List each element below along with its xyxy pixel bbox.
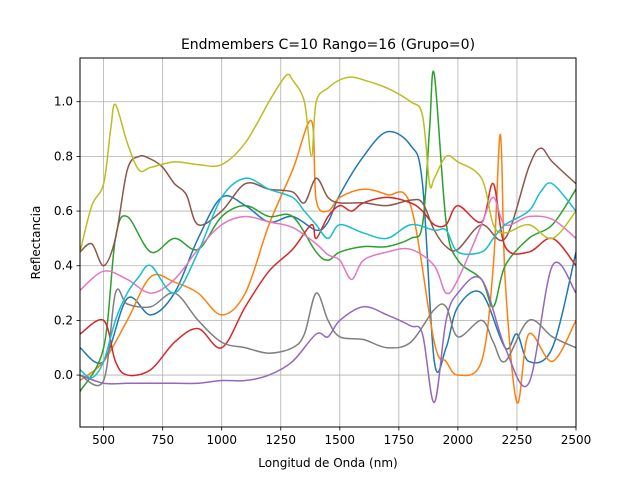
series-line-2 bbox=[80, 120, 576, 404]
x-tick-label: 500 bbox=[92, 433, 115, 447]
x-tick-label: 2250 bbox=[502, 433, 533, 447]
series-line-10 bbox=[80, 177, 576, 379]
y-tick-label: 0.8 bbox=[54, 149, 73, 163]
y-tick-label: 0.4 bbox=[54, 259, 73, 273]
x-tick-label: 1500 bbox=[325, 433, 356, 447]
series-lines bbox=[80, 70, 576, 404]
y-tick-label: 0.2 bbox=[54, 313, 73, 327]
x-tick-label: 1000 bbox=[206, 433, 237, 447]
series-line-7 bbox=[80, 196, 576, 295]
x-tick-label: 1750 bbox=[384, 433, 415, 447]
chart-title: Endmembers C=10 Rango=16 (Grupo=0) bbox=[181, 37, 475, 53]
series-line-8 bbox=[80, 288, 576, 387]
plot-frame bbox=[79, 57, 577, 428]
x-axis-ticks: 500 750 1000 1250 1500 1750 2000 2250 2500 bbox=[92, 427, 591, 447]
y-tick-label: 0.0 bbox=[54, 368, 73, 382]
x-tick-label: 2500 bbox=[561, 433, 592, 447]
y-axis-ticks: 0.0 0.2 0.4 0.6 0.8 1.0 bbox=[54, 95, 80, 382]
series-line-9 bbox=[80, 73, 576, 253]
plot-area bbox=[80, 58, 576, 427]
x-axis-label: Longitud de Onda (nm) bbox=[258, 456, 397, 470]
series-line-5 bbox=[80, 261, 576, 404]
y-axis-label: Reflectancia bbox=[29, 206, 43, 280]
y-tick-label: 1.0 bbox=[54, 95, 73, 109]
x-tick-label: 2000 bbox=[443, 433, 474, 447]
x-tick-label: 750 bbox=[151, 433, 174, 447]
series-line-4 bbox=[80, 182, 576, 377]
y-tick-label: 0.6 bbox=[54, 204, 73, 218]
x-tick-label: 1250 bbox=[265, 433, 296, 447]
